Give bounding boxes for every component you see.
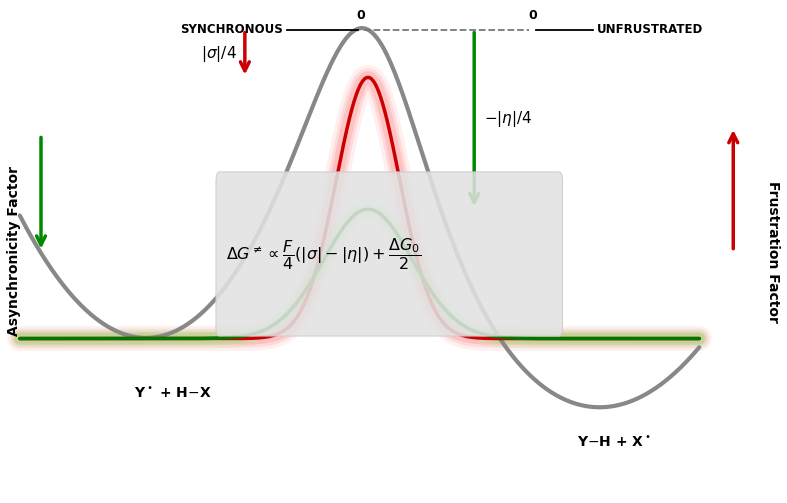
Text: $|\sigma|/4$: $|\sigma|/4$ [201, 44, 236, 63]
Text: UNFRUSTRATED: UNFRUSTRATED [597, 23, 704, 36]
Text: Asynchronicity Factor: Asynchronicity Factor [7, 166, 21, 337]
Text: Y$^\bullet$ + H$-$X: Y$^\bullet$ + H$-$X [134, 386, 212, 400]
Text: $\Delta G^{\neq} \propto \dfrac{F}{4}(|\sigma| - |\eta|) + \dfrac{\Delta G_0}{2}: $\Delta G^{\neq} \propto \dfrac{F}{4}(|\… [226, 236, 421, 272]
FancyBboxPatch shape [216, 172, 563, 336]
Text: 0: 0 [357, 9, 366, 22]
Text: $-|\eta|/4$: $-|\eta|/4$ [484, 110, 533, 129]
Text: Y$-$H + X$^\bullet$: Y$-$H + X$^\bullet$ [578, 436, 652, 450]
Text: 0: 0 [528, 9, 538, 22]
Text: SYNCHRONOUS: SYNCHRONOUS [180, 23, 283, 36]
Text: Frustration Factor: Frustration Factor [766, 181, 780, 322]
